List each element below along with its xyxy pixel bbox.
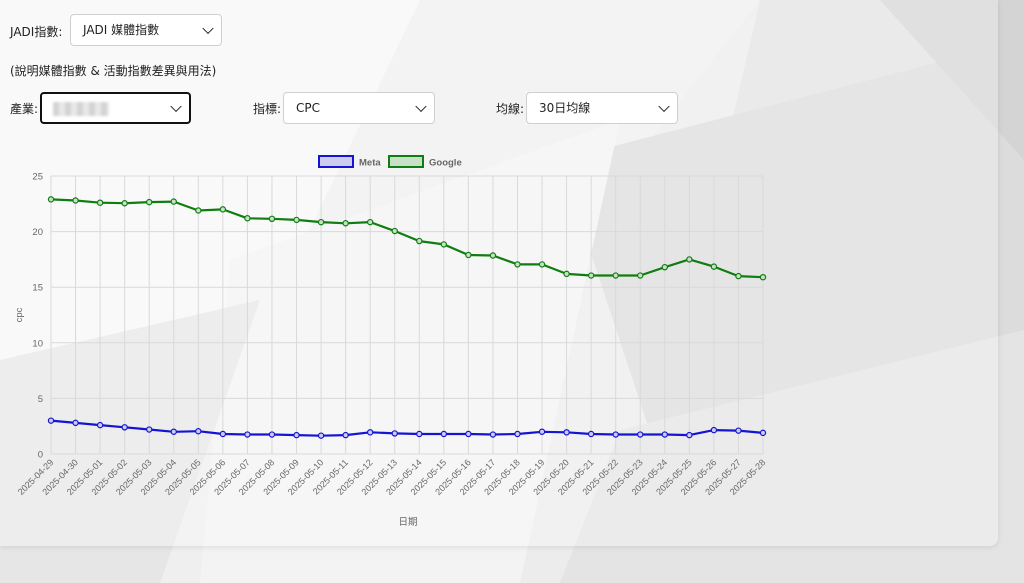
legend-label-meta: Meta xyxy=(359,158,381,169)
data-point-google xyxy=(121,200,128,207)
data-point-meta xyxy=(514,430,521,438)
x-axis-title: 日期 xyxy=(398,517,417,528)
data-point-meta xyxy=(538,428,546,435)
data-point-google xyxy=(587,272,595,279)
data-point-google xyxy=(489,252,497,259)
data-point-meta xyxy=(342,431,349,439)
industry-select[interactable] xyxy=(40,92,191,124)
y-tick-label: 5 xyxy=(38,394,43,405)
series-line-meta xyxy=(50,419,764,437)
data-point-meta xyxy=(759,429,767,437)
data-point-google xyxy=(686,256,693,263)
data-point-google xyxy=(465,251,472,259)
data-point-meta xyxy=(219,430,227,438)
y-tick-label: 0 xyxy=(38,450,43,461)
jadi-index-select-value: JADI 媒體指數 xyxy=(83,23,160,37)
data-point-google xyxy=(661,263,668,271)
legend-swatch-google xyxy=(388,155,424,168)
data-point-google xyxy=(342,220,349,227)
data-point-meta xyxy=(489,431,497,438)
y-tick-label: 15 xyxy=(32,283,43,294)
data-point-meta xyxy=(416,430,423,438)
data-point-google xyxy=(146,198,153,206)
data-point-google xyxy=(710,263,718,270)
data-point-google xyxy=(268,215,276,223)
metric-select[interactable]: CPC xyxy=(283,92,435,124)
data-point-meta xyxy=(612,431,619,438)
series-line-google xyxy=(50,198,764,279)
data-point-meta xyxy=(146,426,153,433)
data-point-meta xyxy=(366,429,374,436)
data-point-meta xyxy=(563,429,570,436)
data-point-google xyxy=(440,241,448,248)
data-point-meta xyxy=(195,428,202,435)
legend-label-google: Google xyxy=(429,158,462,169)
cpc-line-chart: 05101520252025-04-292025-04-302025-05-01… xyxy=(14,155,767,528)
data-point-meta xyxy=(268,431,276,438)
data-point-google xyxy=(219,206,227,213)
data-point-meta xyxy=(661,431,668,438)
data-point-meta xyxy=(637,431,644,438)
data-point-google xyxy=(637,272,644,279)
data-point-google xyxy=(47,196,55,203)
data-point-google xyxy=(735,272,742,280)
data-point-meta xyxy=(710,426,718,434)
data-point-meta xyxy=(686,431,693,439)
data-point-meta xyxy=(391,430,398,437)
data-point-google xyxy=(195,207,202,214)
data-point-google xyxy=(96,199,104,206)
chevron-down-icon xyxy=(658,100,670,113)
data-point-google xyxy=(416,237,423,245)
y-tick-label: 10 xyxy=(32,338,43,349)
data-point-meta xyxy=(96,421,104,429)
redacted-industry-value xyxy=(53,102,109,116)
industry-label: 產業: xyxy=(10,102,39,116)
data-point-google xyxy=(538,261,546,268)
chevron-down-icon xyxy=(170,100,182,113)
chevron-down-icon xyxy=(202,22,214,35)
data-point-meta xyxy=(244,431,251,438)
data-point-google xyxy=(317,218,325,226)
moving-average-select[interactable]: 30日均線 xyxy=(526,92,678,124)
data-point-meta xyxy=(121,424,128,431)
data-point-google xyxy=(514,261,521,268)
data-point-google xyxy=(72,197,79,204)
moving-average-select-value: 30日均線 xyxy=(539,101,591,115)
data-point-google xyxy=(759,273,767,281)
data-point-google xyxy=(293,216,300,224)
y-tick-label: 20 xyxy=(32,227,43,238)
data-point-meta xyxy=(72,419,79,427)
data-point-google xyxy=(366,218,374,226)
chevron-down-icon xyxy=(415,100,427,113)
moving-average-label: 均線: xyxy=(496,102,525,116)
legend-swatch-meta xyxy=(318,155,354,168)
data-point-google xyxy=(612,272,619,279)
y-axis-title: cpc xyxy=(14,307,25,322)
dashboard-card xyxy=(0,0,998,546)
y-tick-label: 25 xyxy=(32,172,43,183)
data-point-meta xyxy=(293,431,300,439)
data-point-meta xyxy=(47,417,55,424)
data-point-meta xyxy=(587,430,595,438)
data-point-google xyxy=(391,227,398,235)
data-point-google xyxy=(170,198,177,205)
metric-label: 指標: xyxy=(253,102,282,116)
data-point-meta xyxy=(735,427,742,434)
data-point-meta xyxy=(170,428,177,435)
metric-select-value: CPC xyxy=(296,101,320,115)
data-point-google xyxy=(244,215,251,222)
jadi-index-label: JADI指數: xyxy=(10,25,63,39)
data-point-google xyxy=(563,270,570,278)
index-explanation-link[interactable]: (說明媒體指數 & 活動指數差異與用法) xyxy=(10,64,217,78)
data-point-meta xyxy=(465,430,472,438)
jadi-index-select[interactable]: JADI 媒體指數 xyxy=(70,14,222,46)
data-point-meta xyxy=(440,430,448,438)
data-point-meta xyxy=(317,432,325,439)
